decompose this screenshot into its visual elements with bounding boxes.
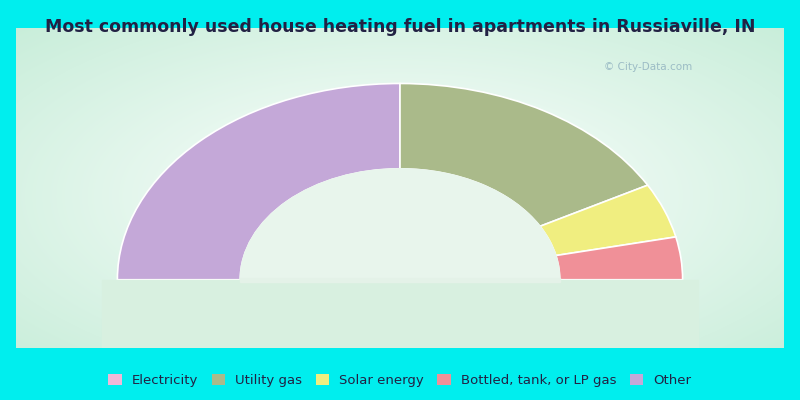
Wedge shape	[118, 84, 400, 280]
Wedge shape	[400, 84, 648, 226]
Legend: Electricity, Utility gas, Solar energy, Bottled, tank, or LP gas, Other: Electricity, Utility gas, Solar energy, …	[105, 370, 695, 392]
Text: © City-Data.com: © City-Data.com	[604, 62, 692, 72]
Wedge shape	[540, 185, 676, 256]
Text: Most commonly used house heating fuel in apartments in Russiaville, IN: Most commonly used house heating fuel in…	[45, 18, 755, 36]
Circle shape	[240, 169, 560, 391]
Wedge shape	[556, 237, 682, 280]
Bar	[102, 280, 698, 354]
Bar	[240, 278, 560, 282]
